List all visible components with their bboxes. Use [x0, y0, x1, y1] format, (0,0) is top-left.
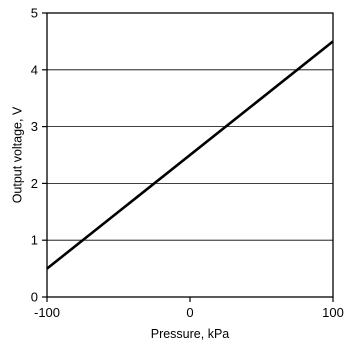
- x-tick-labels: -100 0 100: [34, 305, 344, 320]
- y-tick-label: 4: [31, 62, 38, 77]
- grid-lines: [47, 69, 333, 241]
- y-tick-label: 0: [31, 290, 38, 305]
- y-axis-label: Output voltage, V: [10, 106, 24, 203]
- axis-ticks: [42, 12, 334, 302]
- y-tick-label: 3: [31, 119, 38, 134]
- y-tick-label: 2: [31, 176, 38, 191]
- y-tick-label: 1: [31, 233, 38, 248]
- series-line: [46, 40, 334, 270]
- y-tick-labels: 0 1 2 3 4 5: [31, 6, 38, 305]
- x-tick-label: -100: [34, 305, 60, 320]
- x-axis-label: Pressure, kPa: [151, 327, 230, 341]
- x-tick-label: 100: [322, 305, 344, 320]
- x-tick-label: 0: [186, 305, 193, 320]
- y-tick-label: 5: [31, 6, 38, 21]
- series-layer: [46, 40, 334, 270]
